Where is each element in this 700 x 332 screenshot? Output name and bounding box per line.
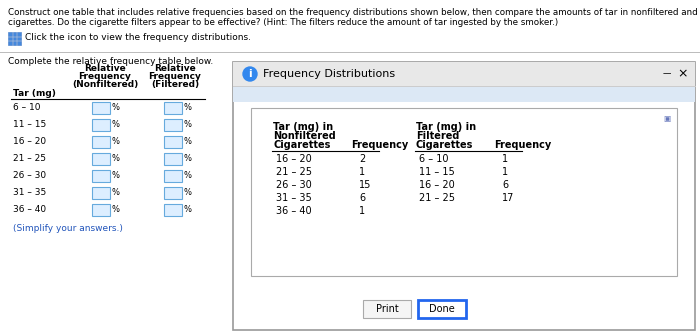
Text: 16 – 20: 16 – 20 [419,180,455,190]
Text: Click the icon to view the frequency distributions.: Click the icon to view the frequency dis… [25,33,251,42]
Text: Frequency: Frequency [148,72,202,81]
Text: %: % [183,205,191,214]
Text: 31 – 35: 31 – 35 [13,188,46,197]
Text: cigarettes. Do the cigarette filters appear to be effective? (Hint: The filters : cigarettes. Do the cigarette filters app… [8,18,559,27]
Text: %: % [183,103,191,112]
Text: %: % [183,137,191,146]
Bar [92,136,110,148]
Text: 15: 15 [359,180,372,190]
Text: Print: Print [376,304,398,314]
Text: 21 – 25: 21 – 25 [13,154,46,163]
Text: 26 – 30: 26 – 30 [13,171,46,180]
Text: Filtered: Filtered [416,131,459,141]
Text: 36 – 40: 36 – 40 [276,206,312,216]
Text: 21 – 25: 21 – 25 [276,167,312,177]
Text: 2: 2 [359,154,365,164]
Text: Done: Done [429,304,455,314]
Bar [233,62,695,86]
Bar [164,170,182,182]
Text: Frequency: Frequency [78,72,132,81]
Text: 11 – 15: 11 – 15 [13,120,46,129]
Bar [233,62,695,330]
Text: 6: 6 [502,180,508,190]
Bar [164,136,182,148]
Text: %: % [183,154,191,163]
Bar [18,42,21,45]
Text: %: % [183,188,191,197]
Bar [363,300,411,318]
Text: %: % [111,120,119,129]
Text: (Nonfiltered): (Nonfiltered) [72,80,138,89]
Text: Relative: Relative [154,64,196,73]
Text: Cigarettes: Cigarettes [416,140,473,150]
Text: Nonfiltered: Nonfiltered [273,131,336,141]
Text: 36 – 40: 36 – 40 [13,205,46,214]
Bar [92,119,110,131]
Text: 6 – 10: 6 – 10 [419,154,449,164]
Bar [92,102,110,114]
Bar [13,42,16,45]
Text: 26 – 30: 26 – 30 [276,180,312,190]
Text: Tar (mg): Tar (mg) [13,89,56,98]
Text: 21 – 25: 21 – 25 [419,193,455,203]
Bar [251,108,677,276]
Bar [13,32,16,36]
Text: Frequency Distributions: Frequency Distributions [263,69,395,79]
Circle shape [243,67,257,81]
Text: Complete the relative frequency table below.: Complete the relative frequency table be… [8,57,213,66]
Text: %: % [111,205,119,214]
Bar [418,300,466,318]
Bar [8,32,11,36]
Bar [92,153,110,165]
Text: Tar (mg) in: Tar (mg) in [416,122,476,132]
Bar [92,170,110,182]
Bar [164,204,182,216]
Bar [164,102,182,114]
Text: %: % [183,120,191,129]
Bar [18,37,21,40]
Text: ×: × [678,67,688,80]
Bar [233,86,695,102]
Text: Relative: Relative [84,64,126,73]
Text: 17: 17 [502,193,514,203]
Text: 31 – 35: 31 – 35 [276,193,312,203]
Text: Frequency: Frequency [351,140,408,150]
Text: %: % [111,171,119,180]
Text: (Filtered): (Filtered) [151,80,199,89]
Text: 6: 6 [359,193,365,203]
Text: 11 – 15: 11 – 15 [419,167,455,177]
Text: Tar (mg) in: Tar (mg) in [273,122,333,132]
Text: %: % [111,103,119,112]
Text: %: % [183,171,191,180]
Text: Construct one table that includes relative frequencies based on the frequency di: Construct one table that includes relati… [8,8,700,17]
Text: 16 – 20: 16 – 20 [13,137,46,146]
Text: (Simplify your answers.): (Simplify your answers.) [13,224,123,233]
Text: 16 – 20: 16 – 20 [276,154,312,164]
Text: ▣: ▣ [664,114,671,123]
Text: 6 – 10: 6 – 10 [13,103,41,112]
Text: 1: 1 [502,154,508,164]
Text: 1: 1 [502,167,508,177]
Bar [92,187,110,199]
Text: i: i [248,69,252,79]
Bar [8,42,11,45]
Bar [164,187,182,199]
Text: %: % [111,154,119,163]
Text: Frequency: Frequency [494,140,552,150]
Bar [18,32,21,36]
Text: —: — [663,69,671,78]
Text: Cigarettes: Cigarettes [273,140,330,150]
Bar [13,37,16,40]
Text: 1: 1 [359,167,365,177]
Text: %: % [111,137,119,146]
Bar [164,119,182,131]
Text: 1: 1 [359,206,365,216]
Bar [8,37,11,40]
Bar [164,153,182,165]
Text: %: % [111,188,119,197]
Bar [92,204,110,216]
